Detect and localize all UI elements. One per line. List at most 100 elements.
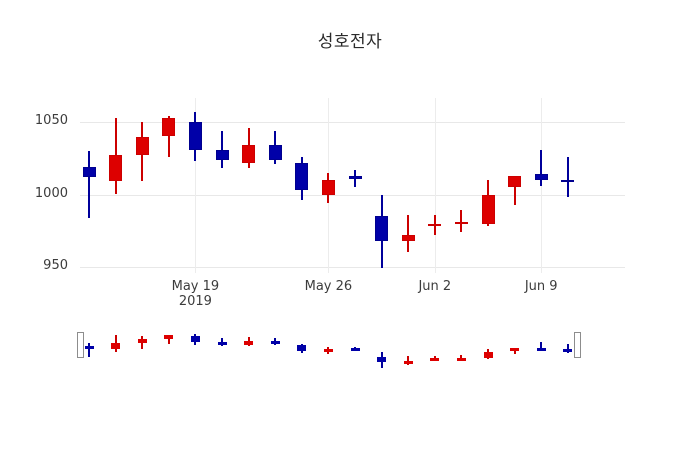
range-selector-candlestick [164,330,174,372]
x-axis-tick-label: May 26 [278,279,378,294]
range-selector-candlestick [536,330,546,372]
range-candle-wick [221,338,223,347]
candlestick[interactable] [561,100,575,270]
x-tick-label-year: 2019 [178,294,212,309]
candlestick[interactable] [428,100,442,270]
range-candle-body [84,345,94,349]
range-selector-candlestick [217,330,227,372]
range-selector-candlestick [323,330,333,372]
range-candle-body [536,347,546,351]
candlestick[interactable] [242,100,256,270]
main-price-plot[interactable] [80,98,625,273]
candlestick[interactable] [401,100,415,270]
range-candle-wick [513,347,516,355]
candle-body [82,166,96,178]
candle-wick [460,210,463,233]
candlestick[interactable] [481,100,495,270]
candle-wick [566,156,569,198]
candlestick[interactable] [508,100,522,270]
candlestick[interactable] [135,100,149,270]
x-axis-tick-label: Jun 2 [385,279,485,294]
range-candle-body [430,358,440,362]
horizontal-gridline [80,267,625,268]
candle-body [534,174,548,180]
range-candle-body [403,360,413,364]
candle-body [561,180,575,182]
range-candle-body [190,336,200,343]
range-selector-candlestick [244,330,254,372]
range-candle-wick [540,342,543,351]
candlestick[interactable] [348,100,362,270]
y-axis-tick-label: 1000 [34,185,68,201]
range-selector-candlestick [84,330,94,372]
candle-wick [167,116,170,157]
range-selector-candlestick [350,330,360,372]
candlestick[interactable] [162,100,176,270]
range-selector-candlestick [403,330,413,372]
candlestick[interactable] [188,100,202,270]
candle-wick [540,149,543,186]
candlestick[interactable] [215,100,229,270]
range-candle-body [164,335,174,340]
candlestick[interactable] [454,100,468,270]
candlestick[interactable] [82,100,96,270]
candle-body [321,180,335,195]
x-tick-label-date: May 19 [171,279,220,294]
candle-body [454,222,468,225]
x-tick-label-date: Jun 2 [418,279,452,294]
range-candle-body [350,347,360,351]
range-selector-candlestick [190,330,200,372]
horizontal-gridline [80,194,625,196]
range-selector-candlestick [111,330,121,372]
range-selector-candlestick [137,330,147,372]
range-start-handle[interactable] [77,332,84,358]
candle-body [242,145,256,163]
candle-wick [88,151,90,218]
range-selector[interactable] [77,330,625,372]
range-end-handle[interactable] [573,332,581,358]
candlestick[interactable] [375,100,389,270]
range-candle-wick [460,355,463,361]
range-candle-body [456,357,466,361]
candle-wick [221,130,223,169]
range-candle-wick [88,342,90,357]
vertical-gridline [434,98,436,273]
range-selector-candlestick [483,330,493,372]
range-candle-wick [167,334,170,344]
candlestick[interactable] [321,100,335,270]
range-candle-body [510,347,520,351]
candlestick[interactable] [268,100,282,270]
x-tick-label-date: May 26 [304,279,353,294]
range-selector-candlestick [297,330,307,372]
candle-body [295,162,309,191]
x-axis-tick-label: Jun 9 [491,279,591,294]
candle-body [188,122,202,150]
range-candle-body [377,356,387,362]
range-candle-body [270,341,280,345]
range-selector-candlestick [430,330,440,372]
range-candle-body [563,348,573,352]
range-candle-body [323,348,333,352]
candle-wick [407,214,410,253]
range-selector-candlestick [270,330,280,372]
candlestick[interactable] [295,100,309,270]
candle-body [428,223,442,226]
candlestick[interactable] [534,100,548,270]
range-candle-body [137,339,147,344]
y-axis-tick-label: 1050 [34,113,68,128]
range-candle-body [244,341,254,345]
range-selector-candlestick [510,330,520,372]
range-candle-wick [407,356,410,365]
candle-wick [513,175,516,205]
range-candle-body [297,345,307,351]
range-candle-body [483,351,493,359]
candle-body [375,216,389,241]
range-selector-candlestick [456,330,466,372]
candle-body [162,117,176,137]
y-axis-tick-label: 950 [43,258,68,273]
candlestick[interactable] [109,100,123,270]
vertical-gridline [195,98,197,273]
candle-body [401,235,415,241]
candle-body [268,145,282,160]
